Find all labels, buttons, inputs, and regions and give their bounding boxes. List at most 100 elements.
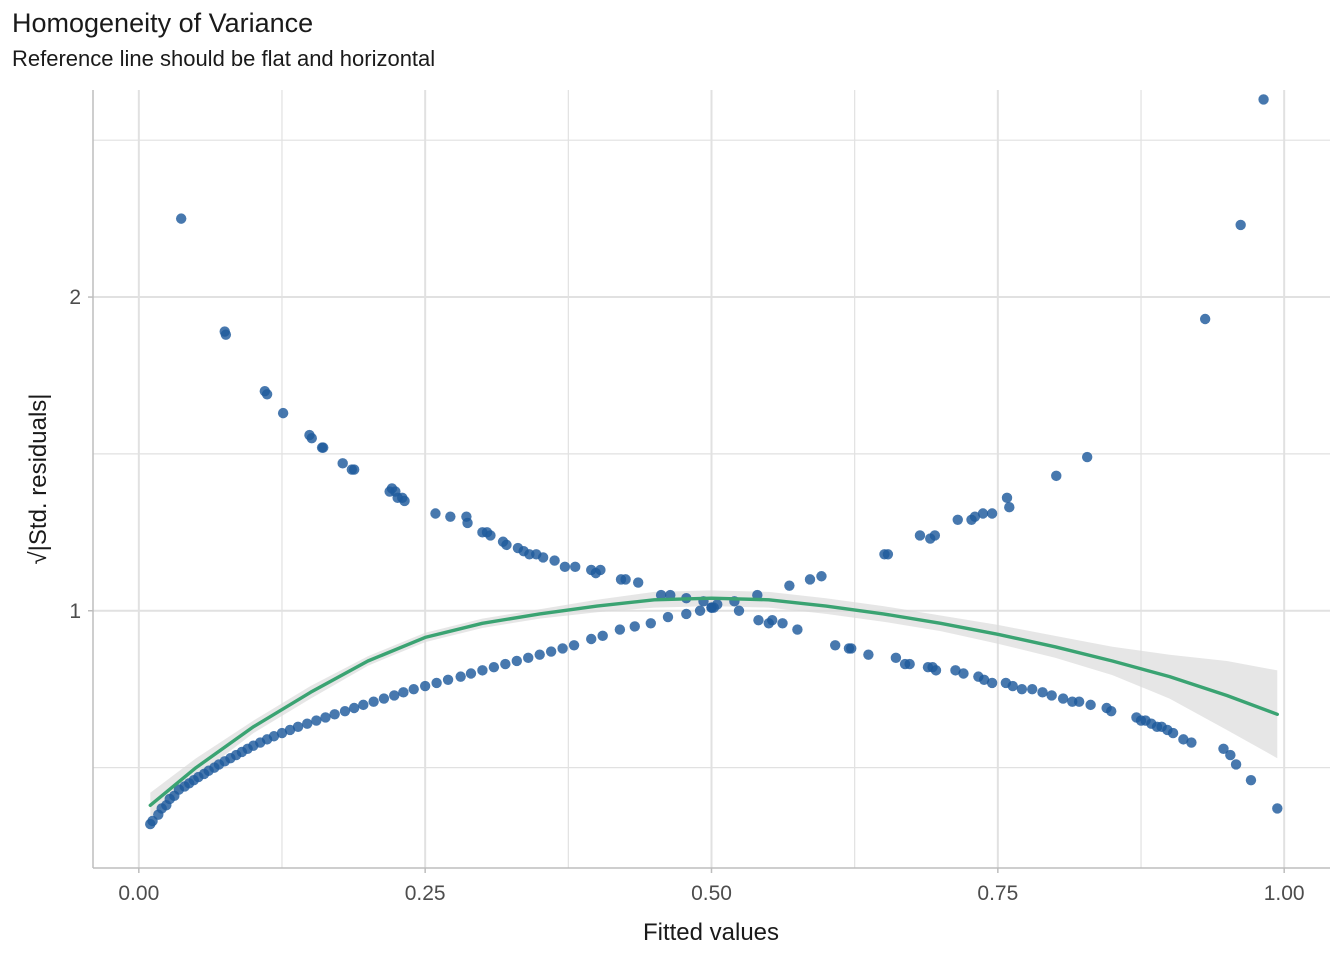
data-point-lower (568, 640, 580, 651)
data-point-upper (1106, 705, 1117, 717)
data-point-upper (1167, 727, 1179, 739)
data-point-upper (1230, 759, 1242, 770)
data-point-upper (632, 577, 644, 588)
data-point-lower (662, 611, 674, 623)
data-point-lower (1235, 219, 1246, 231)
data-point-lower (645, 618, 656, 629)
data-point-upper (1225, 749, 1236, 761)
data-point-upper (777, 618, 788, 629)
data-point-lower (292, 721, 304, 733)
data-point-upper (430, 508, 441, 519)
axes (88, 90, 1330, 873)
data-point-upper (1027, 683, 1038, 695)
data-point-lower (694, 605, 706, 616)
data-point-lower (1199, 313, 1211, 325)
data-point-lower (442, 674, 454, 685)
data-point-upper (846, 643, 857, 654)
data-point-lower (534, 649, 545, 660)
data-point-lower (511, 655, 522, 667)
data-point-lower (419, 680, 431, 692)
grid-lines (93, 90, 1330, 868)
data-point-lower (1258, 94, 1269, 105)
data-point-lower (488, 662, 500, 673)
data-point-lower (339, 705, 351, 717)
data-point-upper (261, 389, 273, 400)
data-point-upper (1073, 696, 1085, 707)
x-tick-label: 0.50 (691, 882, 732, 905)
data-point-upper (559, 561, 571, 573)
data-point-upper (501, 539, 512, 551)
data-point-lower (681, 608, 692, 620)
y-axis-label-inner: |Std. residuals| (25, 393, 52, 551)
data-point-upper (318, 442, 329, 453)
data-point-upper (445, 511, 456, 522)
x-tick-label: 0.25 (405, 882, 446, 905)
smooth-line (148, 596, 1279, 807)
data-point-upper (306, 433, 317, 444)
data-point-upper (1016, 683, 1028, 695)
data-point-upper (537, 552, 549, 563)
data-point-lower (706, 602, 717, 613)
x-axis-label: Fitted values (643, 919, 779, 946)
data-point-upper (950, 665, 961, 676)
data-point-lower (358, 699, 369, 711)
data-point-upper (733, 605, 745, 616)
data-point-upper (570, 561, 581, 573)
data-point-upper (863, 649, 874, 660)
data-point-lower (804, 574, 816, 585)
data-point-upper (1186, 737, 1197, 748)
data-point-lower (431, 677, 442, 689)
data-point-upper (930, 665, 942, 676)
data-point-lower (389, 690, 400, 701)
data-point-upper (348, 464, 360, 475)
data-point-upper (277, 407, 289, 419)
data-point-upper (620, 574, 631, 585)
data-point-upper (890, 652, 902, 664)
x-tick-label: 1.00 (1264, 882, 1305, 905)
data-point-lower (969, 511, 981, 522)
data-point-lower (348, 702, 360, 714)
data-points (145, 94, 1283, 830)
y-tick-label: 2 (69, 286, 81, 309)
data-point-lower (465, 668, 477, 679)
data-point-upper (1178, 734, 1189, 745)
data-point-lower (1004, 502, 1015, 513)
data-point-lower (500, 658, 511, 670)
data-point-lower (914, 530, 926, 541)
data-point-lower (408, 683, 419, 695)
data-point-upper (337, 458, 348, 469)
data-point-upper (978, 674, 990, 685)
data-point-lower (268, 731, 280, 742)
data-point-lower (1001, 492, 1013, 504)
data-point-upper (462, 517, 473, 529)
data-point-lower (368, 696, 379, 707)
data-point-upper (1085, 699, 1096, 711)
data-point-lower (557, 643, 568, 654)
data-point-lower (329, 709, 340, 720)
y-axis-label-radical: √ (25, 551, 52, 565)
data-point-lower (597, 630, 608, 642)
data-point-upper (595, 564, 606, 576)
tick-labels: 0.00 0.25 0.50 0.75 1.00 1 2 (69, 286, 1304, 905)
data-point-lower (301, 718, 313, 729)
data-point-lower (929, 530, 941, 541)
data-point-upper (904, 658, 915, 670)
data-point-lower (614, 624, 626, 635)
data-point-lower (320, 712, 331, 723)
data-point-upper (1046, 690, 1057, 701)
data-point-upper (753, 614, 764, 626)
data-point-lower (784, 580, 795, 591)
data-point-upper (767, 614, 778, 626)
data-point-lower (816, 571, 827, 582)
data-point-upper (220, 329, 232, 340)
y-axis-label: √|Std. residuals| (25, 393, 52, 564)
data-point-lower (284, 724, 296, 736)
data-point-lower (952, 514, 963, 525)
chart-subtitle: Reference line should be flat and horizo… (12, 46, 436, 71)
data-point-lower (545, 646, 557, 657)
data-point-lower (586, 633, 597, 645)
data-point-lower (1081, 451, 1093, 463)
data-point-lower (986, 508, 998, 519)
data-point-upper (175, 213, 187, 224)
